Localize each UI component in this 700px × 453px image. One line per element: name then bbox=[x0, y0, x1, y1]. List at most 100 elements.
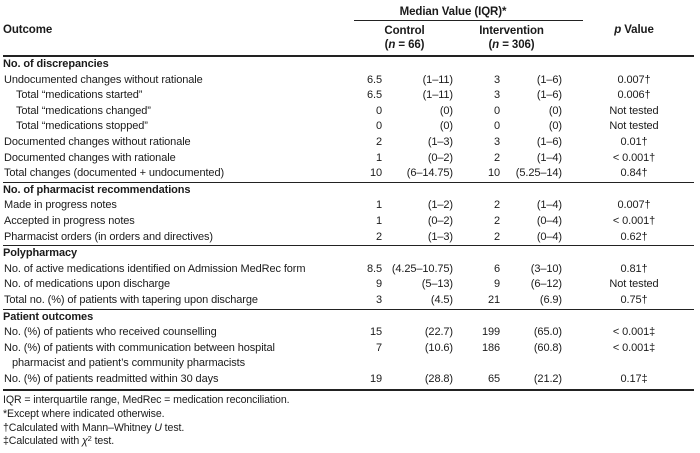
p-value-cell: < 0.001‡ bbox=[612, 341, 656, 354]
control-median-cell: 3 bbox=[375, 293, 382, 306]
intervention-iqr-cell: (0–4) bbox=[536, 214, 562, 227]
column-header-intervention: Intervention (n = 306) bbox=[453, 24, 562, 52]
intervention-median-cell: 2 bbox=[493, 199, 500, 212]
table-row: Total “medications started” 6.5 (1–11) 3 (1–… bbox=[3, 88, 694, 104]
control-iqr-cell: (28.8) bbox=[424, 372, 453, 385]
intervention-iqr-cell: (1–6) bbox=[536, 135, 562, 148]
control-iqr-cell: (0–2) bbox=[427, 151, 453, 164]
p-value-cell: 0.84† bbox=[620, 167, 648, 180]
table-row: No. (%) of patients with communication b… bbox=[3, 341, 694, 372]
intervention-iqr-cell: (0) bbox=[548, 104, 562, 117]
intervention-median-cell: 2 bbox=[493, 214, 500, 227]
table-row: Total no. (%) of patients with tapering … bbox=[3, 293, 694, 309]
column-header-outcome: Outcome bbox=[3, 24, 53, 36]
control-label: Control bbox=[384, 25, 425, 37]
intervention-median-cell: 21 bbox=[487, 293, 500, 306]
intervention-median-cell: 0 bbox=[493, 104, 500, 117]
control-median-cell: 10 bbox=[369, 167, 382, 180]
control-median-cell: 19 bbox=[369, 372, 382, 385]
outcome-cell: Documented changes with rationale bbox=[4, 151, 176, 164]
footnote-text: ‡Calculated with bbox=[3, 435, 82, 448]
outcome-cell: Total “medications started” bbox=[16, 89, 143, 102]
control-median-cell: 6.5 bbox=[367, 73, 382, 86]
intervention-iqr-cell: (60.8) bbox=[533, 341, 562, 354]
table-row: Total “medications changed” 0 (0) 0 (0) Not t… bbox=[3, 104, 694, 120]
control-median-cell: 1 bbox=[375, 151, 382, 164]
outcome-cell: Made in progress notes bbox=[4, 199, 117, 212]
table-header-columns-row: Outcome Control (n = 66) Intervention (n… bbox=[3, 21, 694, 52]
intervention-iqr-cell: (1–4) bbox=[536, 151, 562, 164]
control-iqr-cell: (1–3) bbox=[427, 230, 453, 243]
outcome-cell: Accepted in progress notes bbox=[4, 214, 135, 227]
section-header-row: No. of pharmacist recommendations bbox=[3, 181, 694, 199]
intervention-iqr-cell: (5.25–14) bbox=[515, 167, 562, 180]
intervention-median-cell: 0 bbox=[493, 120, 500, 133]
footnote-text: χ bbox=[81, 435, 88, 448]
intervention-n: (n = 306) bbox=[488, 39, 535, 51]
table-row: Accepted in progress notes 1 (0–2) 2 (0–4) < … bbox=[3, 214, 694, 230]
control-iqr-cell: (1–11) bbox=[422, 73, 453, 86]
control-iqr-cell: (4.5) bbox=[430, 293, 453, 306]
group-underline bbox=[354, 20, 583, 21]
control-iqr-cell: (22.7) bbox=[424, 326, 453, 339]
intervention-median-cell: 3 bbox=[493, 135, 500, 148]
footnote-text: test. bbox=[91, 435, 115, 448]
intervention-median-cell: 186 bbox=[481, 341, 500, 354]
table-row: Documented changes without rationale 2 (1–… bbox=[3, 135, 694, 151]
outcome-cell: No. (%) of patients who received counsel… bbox=[4, 326, 217, 339]
p-value-cell: Not tested bbox=[609, 278, 659, 291]
intervention-iqr-cell: (21.2) bbox=[533, 372, 562, 385]
control-median-cell: 0 bbox=[375, 120, 382, 133]
p-value-cell: 0.62† bbox=[620, 230, 648, 243]
p-value-cell: < 0.001† bbox=[612, 151, 656, 164]
p-value-cell: 0.75† bbox=[620, 293, 648, 306]
intervention-median-cell: 2 bbox=[493, 230, 500, 243]
outcomes-table: Median Value (IQR)* Outcome Control (n =… bbox=[3, 2, 694, 449]
control-iqr-cell: (1–2) bbox=[427, 199, 453, 212]
footnote-line: ‡Calculated with χ2 test. bbox=[3, 433, 694, 449]
control-median-cell: 0 bbox=[375, 104, 382, 117]
footnote-line: †Calculated with Mann–Whitney U test. bbox=[3, 422, 694, 436]
outcome-cell: Total “medications changed” bbox=[16, 104, 151, 117]
control-iqr-cell: (5–13) bbox=[421, 278, 453, 291]
control-iqr-cell: (10.6) bbox=[424, 341, 453, 354]
column-header-control: Control (n = 66) bbox=[344, 24, 453, 52]
intervention-median-cell: 2 bbox=[493, 151, 500, 164]
p-value-cell: 0.007† bbox=[617, 199, 651, 212]
control-median-cell: 9 bbox=[375, 278, 382, 291]
footnote-text: IQR = interquartile range, MedRec = medi… bbox=[3, 394, 290, 407]
outcome-cell: No. (%) of patients readmitted within 30… bbox=[4, 372, 219, 385]
table-row: Undocumented changes without rationale 6.… bbox=[3, 73, 694, 89]
intervention-iqr-cell: (3–10) bbox=[530, 262, 562, 275]
table-row: No. of active medications identified on … bbox=[3, 262, 694, 278]
control-n: (n = 66) bbox=[384, 39, 425, 51]
control-median-cell: 7 bbox=[375, 341, 382, 354]
table-row: Total “medications stopped” 0 (0) 0 (0) Not t… bbox=[3, 119, 694, 135]
outcome-cell: No. of active medications identified on … bbox=[4, 262, 306, 275]
footnote-text: †Calculated with Mann–Whitney bbox=[3, 421, 155, 434]
control-median-cell: 6.5 bbox=[367, 89, 382, 102]
control-iqr-cell: (6–14.75) bbox=[406, 167, 453, 180]
control-iqr-cell: (0) bbox=[439, 120, 453, 133]
footnote-text: 2 bbox=[87, 433, 92, 443]
control-median-cell: 8.5 bbox=[367, 262, 382, 275]
intervention-median-cell: 199 bbox=[481, 326, 500, 339]
control-median-cell: 1 bbox=[375, 214, 382, 227]
p-value-cell: Not tested bbox=[609, 120, 659, 133]
intervention-median-cell: 65 bbox=[487, 372, 500, 385]
p-value-cell: < 0.001† bbox=[612, 214, 656, 227]
table-header-spanner-row: Median Value (IQR)* bbox=[3, 2, 694, 21]
footnote-text: U bbox=[154, 421, 162, 434]
intervention-iqr-cell: (6–12) bbox=[530, 278, 562, 291]
intervention-median-cell: 6 bbox=[493, 262, 500, 275]
p-value-cell: 0.006† bbox=[617, 89, 651, 102]
control-iqr-cell: (1–3) bbox=[427, 135, 453, 148]
table-row: No. (%) of patients readmitted within 30… bbox=[3, 372, 694, 388]
section-header-row: No. of discrepancies bbox=[3, 58, 109, 70]
control-iqr-cell: (0–2) bbox=[427, 214, 453, 227]
intervention-iqr-cell: (1–4) bbox=[536, 199, 562, 212]
p-value-cell: 0.01† bbox=[620, 135, 648, 148]
control-median-cell: 15 bbox=[369, 326, 382, 339]
intervention-median-cell: 9 bbox=[493, 278, 500, 291]
